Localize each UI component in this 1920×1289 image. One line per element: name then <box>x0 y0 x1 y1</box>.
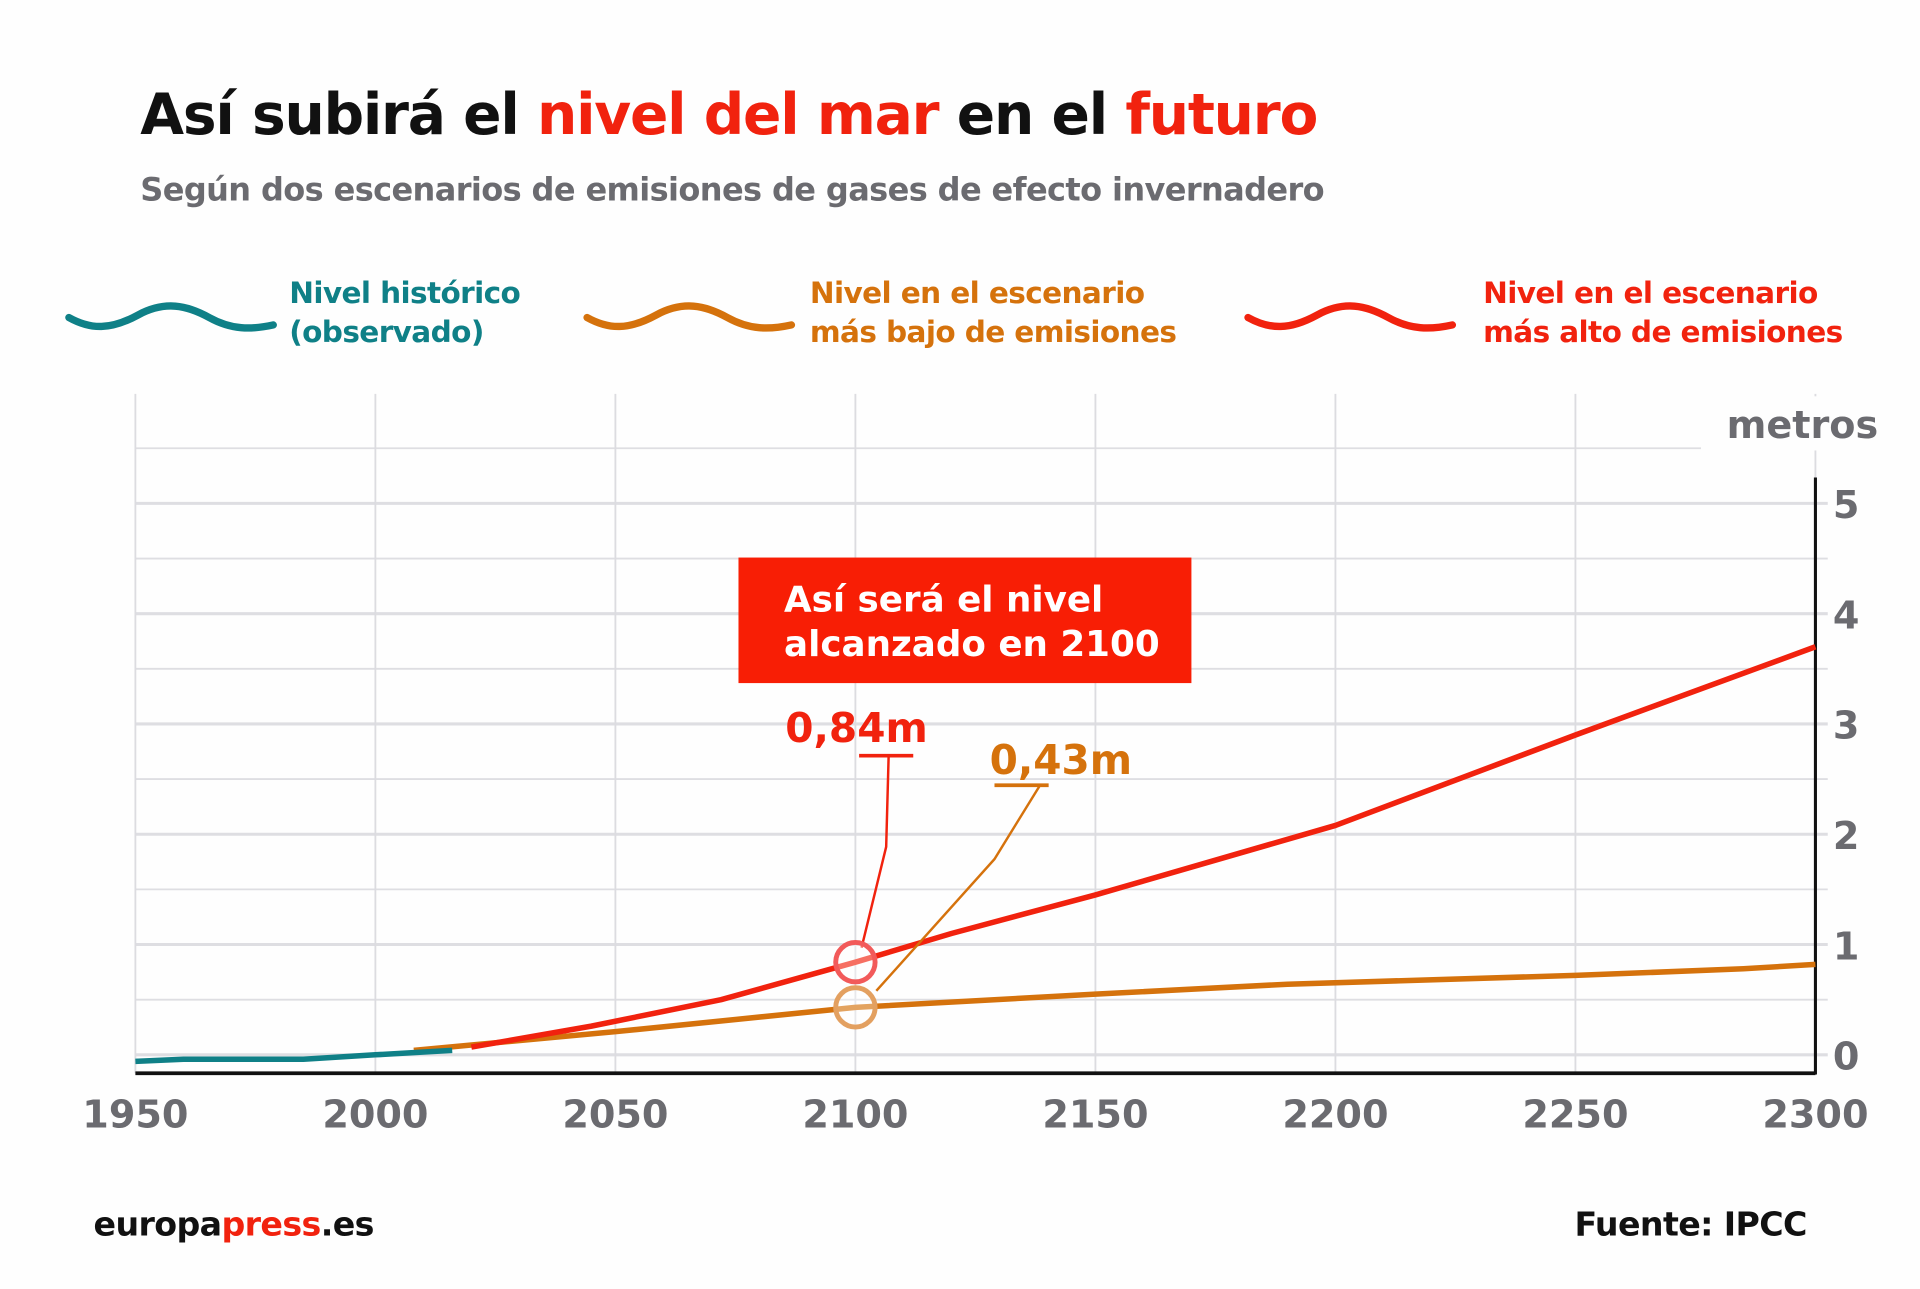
y-tick-label: 0 <box>1833 1035 1860 1079</box>
annotation-box <box>738 557 1192 684</box>
y-tick-label: 1 <box>1833 924 1860 968</box>
marker-low-2100 <box>833 985 878 1030</box>
brand-part: press <box>221 1206 321 1245</box>
x-tick-label: 2150 <box>1042 1092 1148 1136</box>
legend-high: Nivel en el escenario más alto de emision… <box>1483 273 1843 352</box>
title-highlight: futuro <box>1125 81 1318 148</box>
series-line-0 <box>135 1047 453 1065</box>
chart-title: Así subirá el nivel del mar en el futuro <box>140 81 1318 148</box>
y-tick-label: 2 <box>1833 814 1860 858</box>
legend-label: Nivel en el escenario <box>1483 275 1818 311</box>
x-tick-label: 2300 <box>1762 1092 1868 1136</box>
series-line-1 <box>413 961 1816 1054</box>
annotation-box-line1: Así será el nivel <box>784 580 1103 621</box>
title-part: en el <box>938 81 1126 148</box>
annotations: Así será el nivel alcanzado en 2100 0,84… <box>738 557 1192 992</box>
series-line-2 <box>470 644 1817 1050</box>
label-low-2100: 0,43m <box>990 736 1133 784</box>
legend-label: más bajo de emisiones <box>809 315 1177 350</box>
wave-orange-icon <box>583 302 796 332</box>
leader-line-low <box>875 784 1042 992</box>
legend-label: Nivel en el escenario <box>809 275 1145 311</box>
grid <box>134 393 1828 1074</box>
title-part: Así subirá el <box>140 81 538 148</box>
y-tick-label: 3 <box>1833 704 1860 748</box>
markers <box>833 940 878 1030</box>
x-tick-label: 2050 <box>562 1092 668 1136</box>
x-tick-label: 2100 <box>802 1092 908 1136</box>
x-tick-label: 2000 <box>322 1092 428 1136</box>
brand-part: europa <box>93 1206 223 1245</box>
ylabel-bg <box>1700 396 1886 451</box>
marker-high-2100 <box>833 940 878 985</box>
y-tick-label: 5 <box>1833 483 1860 527</box>
title-highlight: nivel del mar <box>537 81 940 148</box>
y-tick-label: 4 <box>1833 593 1860 637</box>
legend-label: Nivel histórico <box>289 275 521 311</box>
label-high-2100: 0,84m <box>785 704 928 752</box>
x-tick-label: 2200 <box>1282 1092 1388 1136</box>
brand-part: .es <box>320 1206 375 1245</box>
wave-red-icon <box>1244 302 1457 332</box>
legend-label: más alto de emisiones <box>1483 315 1843 350</box>
chart-subtitle: Según dos escenarios de emisiones de gas… <box>140 172 1325 210</box>
legend-historic: Nivel histórico (observado) <box>289 273 521 352</box>
wave-teal-icon <box>65 302 277 332</box>
y-axis-label: metros <box>1727 403 1879 447</box>
legend-label: (observado) <box>289 315 484 350</box>
annotation-box-line2: alcanzado en 2100 <box>784 624 1160 665</box>
legend-low: Nivel en el escenario más bajo de emision… <box>809 273 1177 352</box>
leader-line-high <box>860 755 890 949</box>
source-note: Fuente: IPCC <box>1574 1206 1808 1245</box>
brand-logo: europapress.es <box>93 1206 375 1245</box>
axes: 1950 2000 2050 2100 2150 2200 2250 2300 0 1 2 3 4 5 me… <box>82 396 1886 1136</box>
x-tick-label: 2250 <box>1522 1092 1628 1136</box>
x-tick-label: 1950 <box>82 1092 188 1136</box>
series-lines <box>135 644 1817 1065</box>
